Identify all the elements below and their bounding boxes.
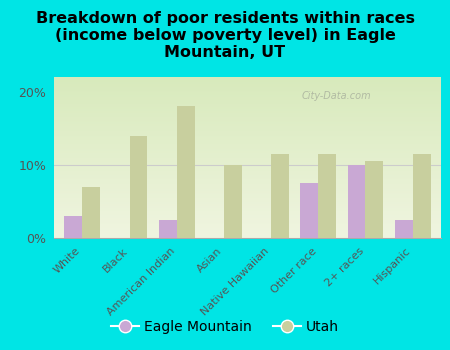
Bar — [224, 165, 242, 238]
Bar — [318, 154, 336, 238]
Bar — [395, 220, 413, 238]
Bar — [347, 165, 365, 238]
Bar — [365, 161, 383, 238]
Bar — [271, 154, 289, 238]
Text: Breakdown of poor residents within races
(income below poverty level) in Eagle
M: Breakdown of poor residents within races… — [36, 10, 414, 60]
Bar — [64, 216, 82, 238]
Text: City-Data.com: City-Data.com — [302, 91, 371, 101]
Bar — [130, 135, 148, 238]
Bar — [413, 154, 431, 238]
Bar — [159, 220, 177, 238]
Bar — [300, 183, 318, 238]
Bar — [82, 187, 100, 238]
Bar — [177, 106, 195, 238]
Legend: Eagle Mountain, Utah: Eagle Mountain, Utah — [105, 314, 345, 340]
